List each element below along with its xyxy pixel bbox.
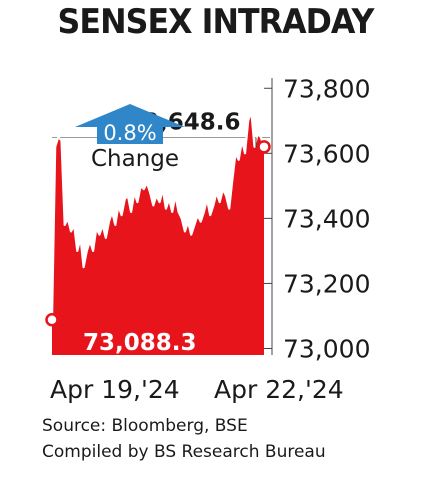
compiled-note: Compiled by BS Research Bureau [42, 442, 326, 462]
up-arrow-icon [75, 104, 185, 144]
change-label: Change [91, 146, 179, 172]
y-tick-label: 73,200 [283, 269, 370, 298]
start-value-label: 73,088.3 [83, 330, 197, 356]
change-value: 0.8% [103, 121, 156, 145]
x-tick-label: Apr 22,'24 [214, 375, 344, 404]
start-marker [45, 313, 59, 327]
chart-title: SENSEX INTRADAY [57, 2, 375, 42]
sensex-line [50, 109, 266, 320]
y-tick-label: 73,400 [283, 204, 370, 233]
source-note: Source: Bloomberg, BSE [42, 416, 248, 436]
y-tick-label: 73,800 [283, 74, 370, 103]
x-tick-label: Apr 19,'24 [50, 375, 180, 404]
sensex-area [52, 111, 264, 355]
y-tick-label: 73,600 [283, 139, 370, 168]
end-marker [257, 140, 271, 154]
y-tick-label: 73,000 [283, 334, 370, 363]
